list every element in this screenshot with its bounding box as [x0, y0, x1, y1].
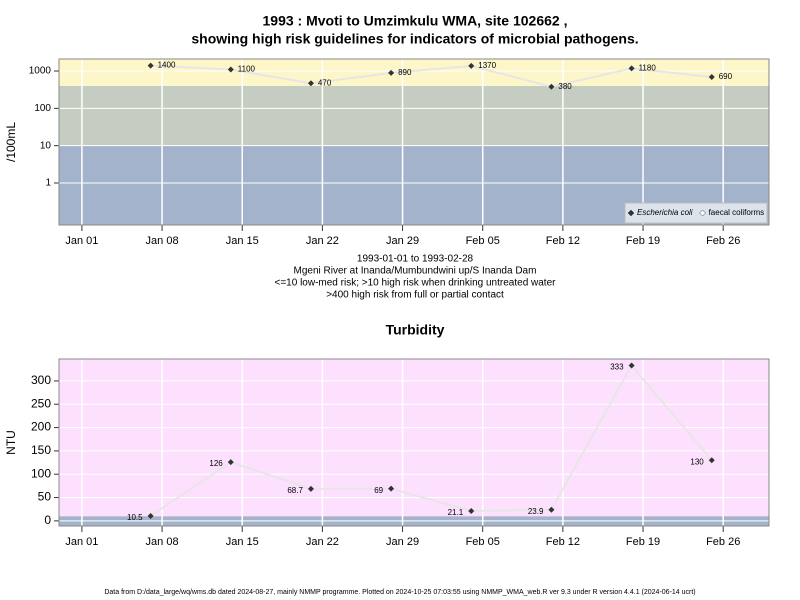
data-label: 69 — [374, 486, 383, 495]
y-tick-label: 100 — [31, 466, 51, 480]
note: Mgeni River at Inanda/Mumbundwini up/S I… — [294, 266, 537, 277]
y-tick-label: 300 — [31, 373, 51, 387]
data-label: 130 — [690, 457, 704, 466]
legend-label: Escherichia coli — [637, 208, 693, 217]
legend-label: faecal coliforms — [709, 208, 765, 217]
y-tick-label: 1000 — [29, 66, 52, 77]
data-point — [468, 62, 475, 69]
data-point — [227, 66, 234, 73]
x-tick-label: Jan 22 — [306, 536, 339, 548]
y-tick-label: 100 — [34, 103, 51, 114]
x-tick-label: Jan 08 — [146, 235, 179, 247]
x-tick-label: Feb 26 — [706, 235, 740, 247]
data-label: 890 — [398, 68, 412, 77]
data-point — [388, 69, 395, 76]
x-tick-label: Feb 19 — [626, 536, 660, 548]
y-axis-label: /100mL — [4, 122, 18, 162]
data-point — [708, 74, 715, 81]
data-point — [147, 62, 154, 69]
data-label: 68.7 — [287, 486, 303, 495]
x-tick-label: Feb 12 — [546, 235, 580, 247]
data-label: 1370 — [478, 61, 496, 70]
chart-title: showing high risk guidelines for indicat… — [191, 31, 638, 47]
data-label: 23.9 — [528, 507, 544, 516]
data-point — [548, 83, 555, 90]
chart-title: Turbidity — [386, 322, 445, 338]
data-point — [307, 80, 314, 87]
data-point — [548, 506, 555, 513]
data-label: 126 — [209, 459, 223, 468]
risk-band — [59, 85, 769, 146]
series-line — [150, 363, 713, 517]
x-tick-label: Jan 29 — [386, 536, 419, 548]
note: 1993-01-01 to 1993-02-28 — [357, 254, 474, 265]
plot-frame — [58, 358, 770, 527]
data-label: 380 — [558, 82, 572, 91]
data-point — [628, 362, 635, 369]
legend-marker — [627, 209, 635, 217]
x-tick-label: Jan 08 — [146, 536, 179, 548]
series-line — [150, 64, 712, 88]
y-tick-label: 0 — [44, 513, 51, 527]
data-point — [147, 512, 154, 519]
y-tick-label: 10 — [40, 140, 52, 151]
y-tick-label: 250 — [31, 396, 51, 410]
plot-frame — [58, 58, 770, 226]
x-tick-label: Jan 15 — [226, 235, 259, 247]
risk-band — [59, 359, 769, 517]
y-tick-label: 1 — [45, 178, 51, 189]
x-tick-label: Feb 05 — [466, 235, 500, 247]
data-point — [388, 485, 395, 492]
data-point — [628, 65, 635, 72]
x-tick-label: Feb 19 — [626, 235, 660, 247]
data-label: 1100 — [238, 65, 256, 74]
data-point — [227, 459, 234, 466]
data-point — [468, 508, 475, 515]
footer: Data from D:/data_large/wq/wms.db dated … — [104, 589, 695, 596]
data-label: 10.5 — [127, 513, 143, 522]
data-label: 1180 — [639, 63, 657, 72]
data-label: 333 — [610, 363, 624, 372]
chart-title: 1993 : Mvoti to Umzimkulu WMA, site 1026… — [263, 13, 568, 29]
x-tick-label: Feb 05 — [466, 536, 500, 548]
risk-band — [59, 59, 769, 86]
y-tick-label: 150 — [31, 443, 51, 457]
y-tick-label: 50 — [38, 490, 52, 504]
y-tick-label: 200 — [31, 420, 51, 434]
x-tick-label: Feb 12 — [546, 536, 580, 548]
note: >400 high risk from full or partial cont… — [326, 290, 504, 301]
note: <=10 low-med risk; >10 high risk when dr… — [275, 278, 557, 289]
x-tick-label: Jan 01 — [65, 536, 98, 548]
legend-marker — [699, 209, 706, 217]
data-label: 690 — [719, 72, 733, 81]
x-tick-label: Feb 26 — [706, 536, 740, 548]
legend-box — [624, 202, 768, 224]
x-tick-label: Jan 29 — [386, 235, 419, 247]
data-label: 470 — [318, 78, 332, 87]
data-label: 21.1 — [448, 508, 464, 517]
y-axis-label: NTU — [4, 430, 18, 455]
x-tick-label: Jan 22 — [306, 235, 339, 247]
x-tick-label: Jan 15 — [226, 536, 259, 548]
data-label: 1400 — [158, 61, 176, 70]
data-point — [307, 485, 314, 492]
data-point — [708, 457, 715, 464]
x-tick-label: Jan 01 — [65, 235, 98, 247]
